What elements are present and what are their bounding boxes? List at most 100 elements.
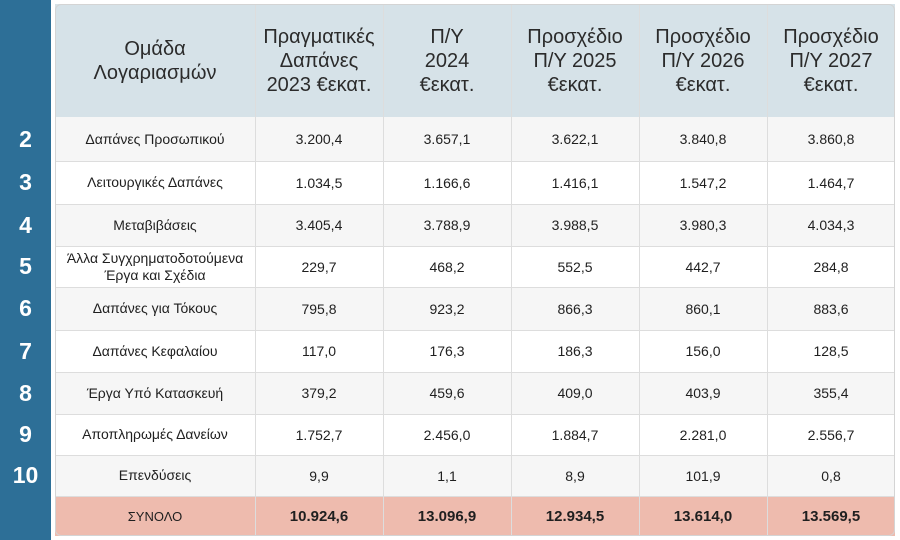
table-cell-text: 128,5	[813, 343, 849, 359]
table-cell: 403,9	[639, 372, 767, 414]
table-cell-text: 3.788,9	[423, 217, 471, 233]
total-cell: 12.934,5	[511, 496, 639, 536]
row-number: 6	[19, 295, 32, 321]
column-divider	[255, 4, 256, 536]
column-header: Πραγματικές Δαπάνες 2023 €εκατ.	[255, 4, 383, 117]
table-cell: 442,7	[639, 246, 767, 287]
row-label-text: Δαπάνες για Τόκους	[92, 300, 218, 316]
row-label: Αποπληρωμές Δανείων	[55, 414, 255, 455]
table-cell-text: 1.034,5	[295, 174, 343, 191]
table-cell-text: 459,6	[429, 385, 465, 401]
row-number: 2	[19, 126, 32, 152]
table-cell: 3.200,4	[255, 117, 383, 161]
table-cell: 866,3	[511, 287, 639, 330]
table-cell-text: 403,9	[685, 385, 721, 401]
table-cell: 186,3	[511, 330, 639, 372]
table-cell-text: 3.860,8	[807, 131, 855, 147]
total-cell-text: 10.924,6	[289, 507, 349, 525]
table-cell-text: 3.988,5	[551, 217, 599, 233]
table-cell-text: 2.556,7	[807, 426, 855, 443]
table-cell-text: 3.840,8	[679, 131, 727, 147]
row-label-text: Έργα Υπό Κατασκευή	[86, 384, 224, 401]
column-header: Προσχέδιο Π/Υ 2027 €εκατ.	[767, 4, 895, 117]
table-cell: 4.034,3	[767, 204, 895, 246]
total-label-text: ΣΥΝΟΛΟ	[127, 508, 183, 524]
table-cell-text: 3.980,3	[679, 217, 727, 233]
table-cell: 3.405,4	[255, 204, 383, 246]
row-label: Μεταβιβάσεις	[55, 204, 255, 246]
table-cell-text: 923,2	[429, 300, 465, 317]
table-cell: 2.281,0	[639, 414, 767, 455]
table-cell-text: 2.281,0	[679, 426, 727, 443]
table-cell-text: 883,6	[813, 300, 849, 317]
table-cell: 176,3	[383, 330, 511, 372]
column-divider	[639, 4, 640, 536]
table-cell: 3.860,8	[767, 117, 895, 161]
row-label: Δαπάνες για Τόκους	[55, 287, 255, 330]
table-cell: 1,1	[383, 455, 511, 496]
table-cell: 355,4	[767, 372, 895, 414]
row-divider	[55, 372, 895, 373]
table-cell: 117,0	[255, 330, 383, 372]
table-cell-text: 379,2	[301, 385, 337, 401]
table-cell: 1.884,7	[511, 414, 639, 455]
column-divider	[767, 4, 768, 536]
total-label: ΣΥΝΟΛΟ	[55, 496, 255, 536]
table-cell: 3.988,5	[511, 204, 639, 246]
table-cell-text: 8,9	[565, 467, 585, 484]
table-cell-text: 468,2	[429, 258, 465, 275]
row-label: Δαπάνες Προσωπικού	[55, 117, 255, 161]
table-cell: 3.788,9	[383, 204, 511, 246]
column-header-text: Προσχέδιο Π/Υ 2026 €εκατ.	[655, 25, 751, 96]
row-label-text: Λειτουργικές Δαπάνες	[87, 174, 223, 190]
row-divider	[55, 414, 895, 415]
row-number: 9	[19, 421, 32, 447]
row-label-text: Δαπάνες Κεφαλαίου	[92, 342, 218, 359]
total-cell: 10.924,6	[255, 496, 383, 536]
table-cell: 1.547,2	[639, 161, 767, 204]
table-cell-text: 1,1	[437, 467, 457, 484]
table-cell: 1.416,1	[511, 161, 639, 204]
table-cell-text: 2.456,0	[423, 426, 471, 443]
row-divider	[55, 246, 895, 247]
table-cell: 101,9	[639, 455, 767, 496]
row-label-text: Μεταβιβάσεις	[113, 216, 197, 233]
row-label: Άλλα Συγχρηματοδοτούμενα Έργα και Σχέδια	[55, 246, 255, 287]
row-label-text: Επενδύσεις	[118, 467, 192, 483]
total-cell: 13.569,5	[767, 496, 895, 536]
table-cell-text: 3.657,1	[423, 131, 471, 147]
row-divider	[55, 204, 895, 205]
table-cell-text: 176,3	[429, 343, 465, 359]
column-header: Ομάδα Λογαριασμών	[55, 4, 255, 117]
column-divider	[511, 4, 512, 536]
total-cell-text: 12.934,5	[545, 507, 605, 525]
table-cell-text: 1.752,7	[295, 426, 343, 443]
row-divider	[55, 287, 895, 288]
row-number: 8	[19, 380, 32, 406]
table-cell: 0,8	[767, 455, 895, 496]
column-header-text: Προσχέδιο Π/Υ 2027 €εκατ.	[783, 25, 879, 96]
table-cell: 156,0	[639, 330, 767, 372]
table-cell-text: 409,0	[557, 385, 593, 401]
table-cell: 284,8	[767, 246, 895, 287]
table-cell-text: 1.464,7	[807, 174, 855, 191]
table-cell: 8,9	[511, 455, 639, 496]
total-cell: 13.096,9	[383, 496, 511, 536]
table-cell: 3.980,3	[639, 204, 767, 246]
row-label-text: Άλλα Συγχρηματοδοτούμενα Έργα και Σχέδια	[66, 249, 244, 283]
row-number: 5	[19, 253, 32, 279]
column-header: Π/Υ 2024 €εκατ.	[383, 4, 511, 117]
table-cell: 128,5	[767, 330, 895, 372]
row-divider	[55, 161, 895, 162]
table-cell: 9,9	[255, 455, 383, 496]
table-cell: 883,6	[767, 287, 895, 330]
table-cell: 860,1	[639, 287, 767, 330]
table-cell-text: 9,9	[309, 467, 329, 484]
row-label: Έργα Υπό Κατασκευή	[55, 372, 255, 414]
table-cell: 552,5	[511, 246, 639, 287]
table-cell-text: 442,7	[685, 258, 721, 275]
row-divider	[55, 455, 895, 456]
table-cell-text: 1.416,1	[551, 174, 599, 191]
table-cell-text: 795,8	[301, 300, 337, 317]
table-cell: 229,7	[255, 246, 383, 287]
